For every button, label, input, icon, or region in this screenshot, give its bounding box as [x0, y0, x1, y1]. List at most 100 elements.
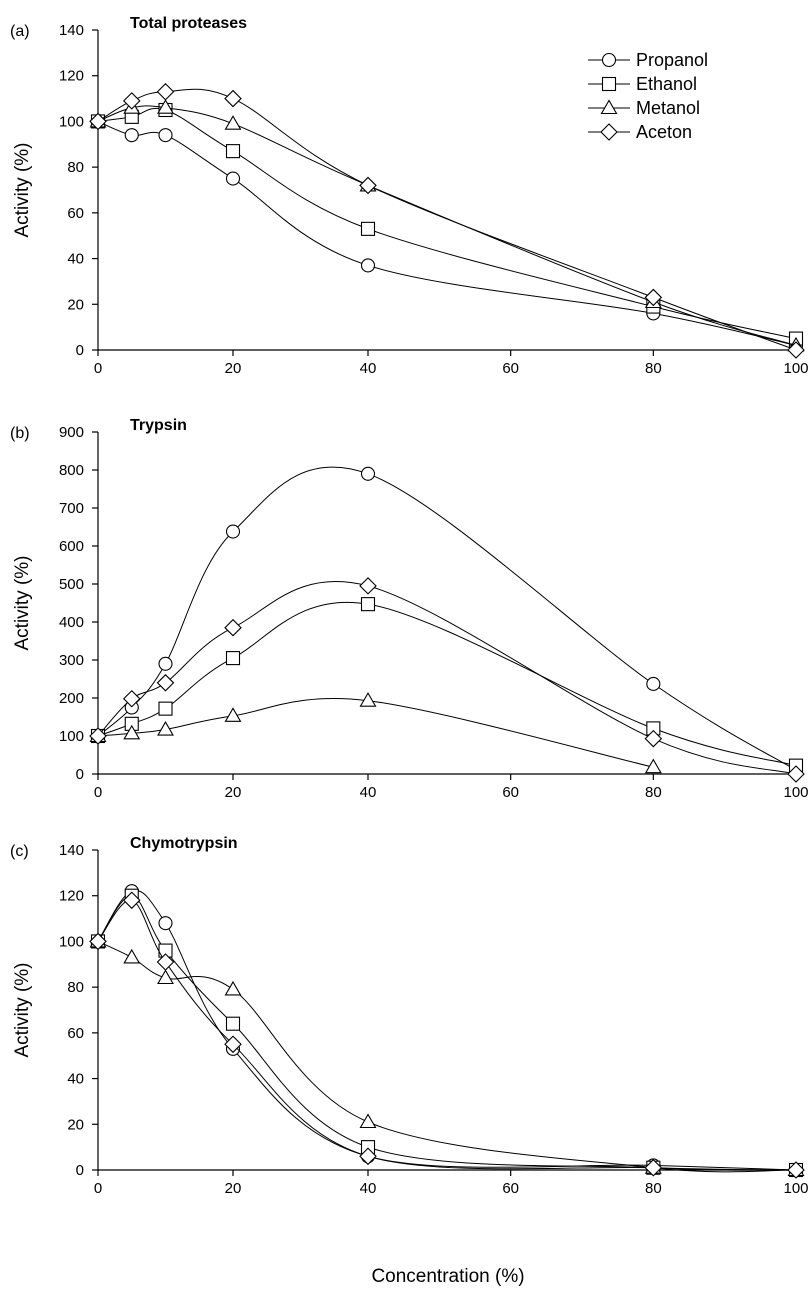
series-ethanol	[90, 888, 804, 1178]
y-tick-label: 400	[59, 614, 84, 631]
data-point	[225, 144, 241, 159]
series-ethanol	[90, 102, 804, 346]
data-point	[89, 727, 107, 745]
data-point	[359, 1113, 377, 1129]
data-point	[644, 288, 663, 307]
data-point	[225, 524, 241, 539]
series-line	[97, 120, 797, 346]
data-point	[359, 692, 377, 707]
data-point	[644, 729, 663, 748]
data-point	[158, 128, 173, 143]
data-point	[644, 758, 662, 774]
data-point	[224, 89, 242, 108]
data-point	[225, 171, 241, 186]
panel-label: (c)	[10, 843, 29, 860]
data-point	[122, 92, 141, 110]
chart-panel-1: 0 20 40 60 80 100 120 140 0 20 40 60 80 100 (a) Total p…	[10, 15, 809, 377]
legend-label: Ethanol	[636, 74, 697, 94]
legend-marker	[600, 123, 618, 141]
y-tick-label: 120	[59, 888, 84, 905]
panel-title: Total proteases	[130, 15, 247, 32]
data-point	[122, 891, 141, 910]
legend-label: Aceton	[636, 122, 692, 142]
legend-label: Propanol	[636, 50, 708, 70]
y-axis-title: Activity (%)	[12, 963, 33, 1058]
x-tick-label: 100	[783, 1180, 808, 1197]
data-point	[123, 724, 141, 740]
data-point	[89, 932, 107, 951]
x-tick-label: 0	[94, 784, 102, 801]
series-propanol	[90, 466, 804, 778]
legend-marker	[600, 99, 618, 115]
x-tick-label: 100	[783, 784, 808, 801]
data-point	[224, 115, 242, 130]
y-tick-label: 200	[59, 690, 84, 707]
y-tick-label: 100	[59, 113, 84, 130]
series-line	[97, 940, 797, 1173]
data-point	[646, 676, 661, 691]
y-tick-label: 80	[67, 159, 84, 176]
data-point	[157, 720, 174, 736]
y-tick-label: 0	[76, 1162, 84, 1179]
x-tick-label: 80	[645, 784, 662, 801]
x-tick-label: 40	[360, 1180, 377, 1197]
y-tick-label: 80	[67, 979, 84, 996]
series-metanol	[89, 932, 805, 1177]
series-line	[97, 697, 654, 768]
series-ethanol	[90, 597, 804, 773]
series-aceton	[89, 82, 805, 359]
data-point	[225, 1016, 241, 1031]
y-tick-label: 300	[59, 652, 84, 669]
series-line	[97, 899, 797, 1171]
y-tick-label: 120	[59, 68, 84, 85]
data-point	[360, 221, 376, 236]
series-line	[97, 895, 797, 1171]
data-point	[787, 765, 805, 783]
chart-panel-2: 0 100 200 300 400 500 600 700 800 900 0 20 40 60 80 100…	[10, 417, 809, 801]
y-tick-label: 40	[67, 251, 84, 268]
y-tick-label: 60	[67, 205, 84, 222]
y-tick-label: 140	[59, 22, 84, 39]
y-tick-label: 0	[76, 342, 84, 359]
y-tick-label: 600	[59, 538, 84, 555]
x-tick-label: 20	[225, 784, 242, 801]
series-propanol	[90, 884, 804, 1178]
y-tick-label: 100	[59, 933, 84, 950]
x-tick-label: 20	[225, 1180, 242, 1197]
legend-entry-propanol: Propanol	[588, 50, 708, 70]
legend-entry-aceton: Aceton	[588, 122, 692, 142]
data-point	[224, 707, 242, 722]
y-tick-label: 40	[67, 1071, 84, 1088]
y-tick-label: 140	[59, 842, 84, 859]
x-tick-label: 40	[360, 784, 377, 801]
legend-entry-ethanol: Ethanol	[588, 74, 697, 94]
panels: 0 20 40 60 80 100 120 140 0 20 40 60 80 100 (a) Total p…	[10, 15, 809, 1197]
series-line	[97, 890, 797, 1171]
x-axis-title: Concentration (%)	[371, 1266, 524, 1287]
series-line	[97, 88, 797, 351]
data-point	[89, 112, 107, 131]
y-tick-label: 20	[67, 1116, 84, 1133]
data-point	[224, 618, 242, 637]
y-axis-title: Activity (%)	[12, 143, 33, 238]
x-tick-label: 40	[360, 360, 377, 377]
y-tick-label: 500	[59, 576, 84, 593]
data-point	[644, 1158, 663, 1177]
x-tick-label: 100	[783, 360, 808, 377]
legend-entry-metanol: Metanol	[588, 98, 700, 118]
data-point	[158, 701, 173, 716]
data-point	[224, 980, 242, 996]
panel-label: (a)	[10, 23, 30, 40]
panel-title: Trypsin	[130, 417, 187, 434]
y-tick-label: 700	[59, 500, 84, 517]
x-tick-label: 0	[94, 360, 102, 377]
x-tick-label: 80	[645, 360, 662, 377]
data-point	[787, 1161, 805, 1179]
data-point	[123, 948, 141, 964]
series-line	[97, 466, 797, 771]
data-point	[158, 656, 173, 671]
data-point	[360, 258, 376, 273]
series-metanol	[89, 692, 662, 774]
data-point	[359, 577, 377, 595]
